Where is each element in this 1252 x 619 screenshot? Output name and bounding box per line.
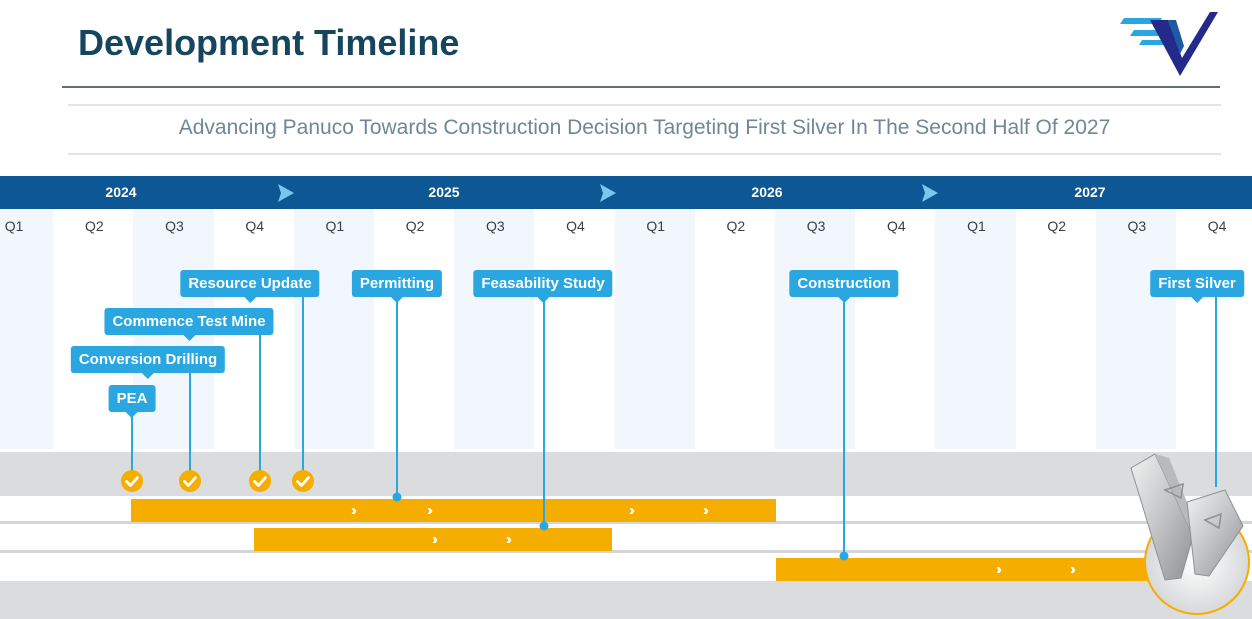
milestone-dot [839,551,849,561]
milestone-callout-feasibility: Feasability Study [473,270,613,303]
double-chevron-right-icon: ›› [351,502,357,519]
gantt-track [0,524,1252,550]
double-chevron-right-icon: ›› [703,502,709,519]
milestone-callout-conversion-drilling: Conversion Drilling [70,346,226,379]
quarter-label: Q4 [566,218,585,234]
double-chevron-right-icon: ›› [996,561,1002,578]
arrow-right-icon [278,184,294,202]
quarter-label: Q4 [1207,218,1227,234]
feasibility-bar: ›› ›› [254,528,612,551]
subtitle-top-rule [68,104,1221,106]
check-circle-icon [292,470,314,492]
quarter-label: Q1 [646,218,666,234]
quarter-label: Q3 [1127,218,1147,234]
milestone-callout-test-mine: Commence Test Mine [104,308,274,341]
quarter-label: Q4 [245,218,265,234]
quarter-label: Q2 [405,218,425,234]
subtitle-bottom-rule [68,153,1221,155]
quarter-column [694,209,775,449]
quarter-column [534,209,615,449]
year-label: 2026 [751,184,783,200]
check-circle-icon [179,470,201,492]
track-separator [0,521,1252,524]
quarter-label: Q3 [485,218,505,234]
milestone-connector [543,297,545,526]
milestone-callout-construction: Construction [789,270,899,303]
double-chevron-right-icon: ›› [432,531,438,548]
milestone-dot [539,521,549,531]
permitting-bar: ›› ›› ›› ›› [131,499,776,522]
milestone-connector [302,297,304,481]
arrow-right-icon [600,184,616,202]
page-title: Development Timeline [78,22,460,63]
milestone-connector [396,297,398,497]
milestone-dot [392,492,402,502]
quarter-column [775,209,856,449]
quarter-label: Q4 [886,218,906,234]
quarter-label: Q3 [806,218,826,234]
arrow-right-icon [922,184,938,202]
quarter-label: Q1 [325,218,345,234]
milestone-connector [189,373,191,481]
year-label: 2027 [1074,184,1106,200]
milestone-connector [131,412,133,481]
milestone-connector [1215,297,1217,487]
year-label: 2025 [428,184,460,200]
milestone-callout-first-silver: First Silver [1150,270,1244,303]
check-circle-icon [121,470,143,492]
quarter-column [935,209,1016,449]
quarter-label: Q2 [84,218,104,234]
milestone-connector [259,335,261,481]
milestone-callout-resource-update: Resource Update [180,270,320,303]
track-separator [0,550,1252,553]
quarter-column [1095,209,1176,449]
year-header-bar [0,176,1252,209]
quarter-column [0,209,54,449]
quarter-column [614,209,695,449]
double-chevron-right-icon: ›› [506,531,512,548]
title-divider [62,86,1220,88]
company-logo [1120,12,1218,76]
quarter-label: Q3 [165,218,184,234]
quarter-label: Q2 [726,218,746,234]
quarter-column [293,209,374,449]
quarter-column [454,209,535,449]
milestone-callout-permitting: Permitting [351,270,443,303]
quarter-label: Q2 [1047,218,1067,234]
milestone-callout-pea: PEA [108,385,156,418]
year-label: 2024 [105,184,137,200]
check-circle-icon [249,470,271,492]
silver-bars-image [1130,453,1250,615]
milestone-connector [843,297,845,556]
page-subtitle: Advancing Panuco Towards Construction De… [178,116,1111,139]
quarter-label: Q1 [4,218,24,234]
quarter-column [855,209,936,449]
double-chevron-right-icon: ›› [629,502,635,519]
quarter-column [1015,209,1096,449]
construction-bar: ›› ›› [776,558,1176,581]
double-chevron-right-icon: ›› [1070,561,1076,578]
quarter-column [374,209,455,449]
double-chevron-right-icon: ›› [427,502,433,519]
quarter-label: Q1 [967,218,986,234]
quarter-column [1176,209,1252,449]
